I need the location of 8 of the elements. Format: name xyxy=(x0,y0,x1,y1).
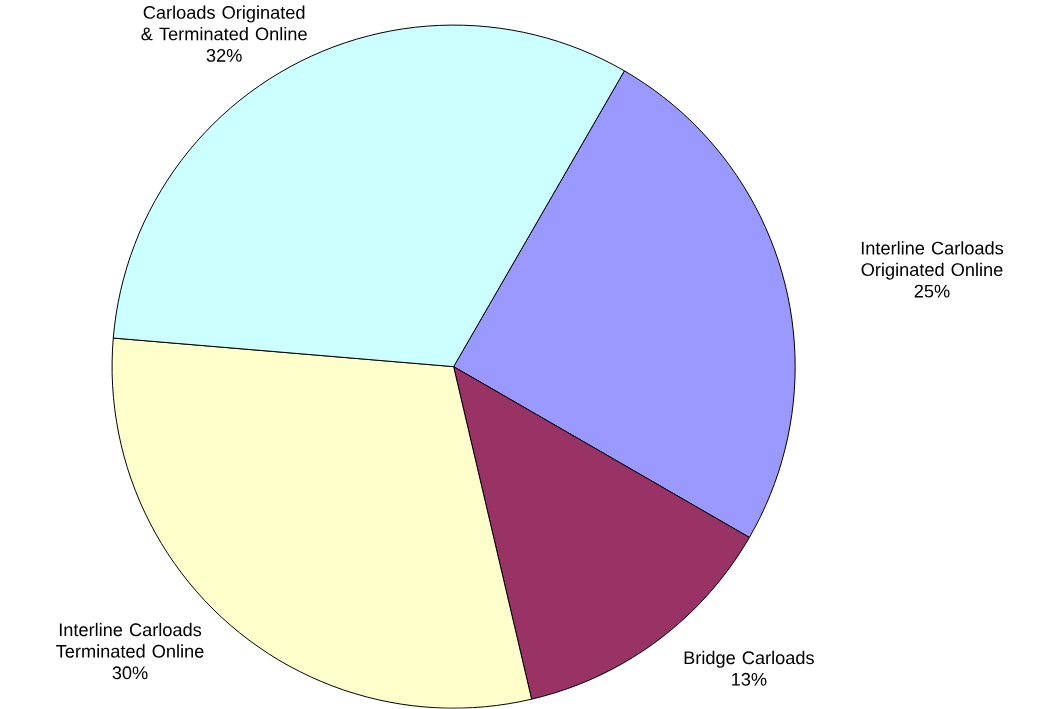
data-label: 13% xyxy=(732,673,767,686)
data-label: 25% xyxy=(914,284,950,298)
data-label: 32% xyxy=(206,49,242,63)
slice-label: Interline Carloads Terminated Online xyxy=(56,623,204,658)
data-label: 30% xyxy=(112,666,148,680)
slice-label: Bridge Carloads xyxy=(684,651,814,668)
slice-label: Carloads Originated & Terminated Online xyxy=(141,5,307,41)
slice-label: Interline Carloads Originated Online xyxy=(861,241,1004,280)
